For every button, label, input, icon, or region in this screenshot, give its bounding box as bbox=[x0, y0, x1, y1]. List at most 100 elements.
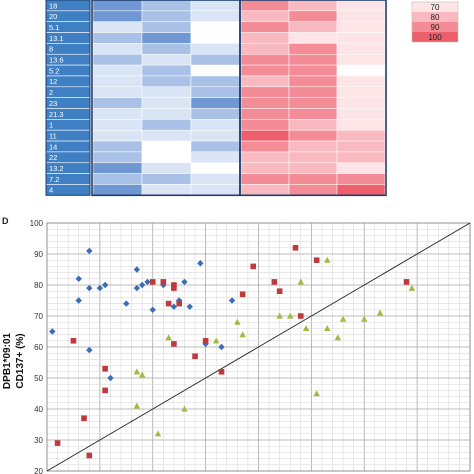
diamond-point bbox=[133, 284, 141, 292]
diamond-point bbox=[123, 300, 130, 307]
y-tick-label: 80 bbox=[34, 281, 43, 290]
heatmap-panel: 18 20 5.1 13.1 8 13.65.2 12 2 23 21.3 111 14 22 13.2 7… bbox=[45, 0, 459, 197]
heatmap-cell bbox=[141, 108, 192, 120]
heatmap-cell bbox=[190, 86, 242, 98]
row-label: 12 bbox=[49, 77, 57, 86]
heatmap-cell bbox=[141, 162, 192, 174]
triangle-point bbox=[239, 331, 246, 338]
heatmap-cell bbox=[240, 86, 290, 98]
heatmap-cell bbox=[336, 21, 386, 33]
triangle-point bbox=[133, 368, 141, 375]
square-point bbox=[70, 338, 77, 344]
heatmap-cell bbox=[288, 162, 338, 174]
reference-line bbox=[46, 222, 471, 472]
square-point bbox=[171, 341, 177, 347]
row-label: 18 bbox=[49, 1, 57, 10]
heatmap-cell bbox=[288, 0, 338, 12]
y-axis-title: DPB1*09:01 CD137+ (%) bbox=[2, 332, 26, 389]
square-point bbox=[102, 365, 108, 372]
heatmap-cells bbox=[91, 0, 387, 197]
heatmap-cell bbox=[141, 10, 192, 22]
heatmap-cell bbox=[141, 21, 192, 33]
heatmap-cell bbox=[141, 75, 192, 88]
heatmap-cell bbox=[288, 10, 338, 22]
row-label: 1 bbox=[49, 121, 53, 130]
heatmap-cell bbox=[92, 119, 143, 131]
heatmap-cell bbox=[288, 108, 338, 120]
legend-swatch bbox=[412, 2, 458, 12]
diamond-point bbox=[186, 303, 193, 310]
row-label: 21.3 bbox=[49, 110, 64, 119]
label-column-border bbox=[45, 0, 91, 196]
row-label: 22 bbox=[49, 153, 57, 162]
heatmap-cell bbox=[190, 162, 242, 174]
scatter-grid bbox=[46, 222, 471, 472]
diamond-point bbox=[181, 278, 188, 286]
heatmap-cell bbox=[141, 43, 192, 55]
square-point bbox=[192, 353, 198, 360]
diamond-point bbox=[197, 260, 204, 267]
heatmap-cell bbox=[190, 21, 242, 33]
heatmap-cell bbox=[288, 75, 338, 88]
heatmap-cell bbox=[92, 21, 143, 33]
heatmap-cell bbox=[141, 140, 192, 153]
heatmap-cell bbox=[336, 0, 386, 12]
heatmap-cell bbox=[240, 43, 290, 55]
heatmap-cell bbox=[336, 162, 386, 174]
legend-value: 80 bbox=[431, 13, 440, 22]
heatmap-cell bbox=[190, 54, 242, 66]
row-label: 5.2 bbox=[49, 66, 59, 75]
heatmap-cell bbox=[92, 54, 143, 66]
triangle-point bbox=[165, 334, 172, 341]
heatmap-cell bbox=[288, 86, 338, 98]
heatmap-cell bbox=[336, 140, 386, 153]
heatmap-cell bbox=[240, 140, 290, 153]
row-label: 13.6 bbox=[49, 56, 64, 65]
heatmap-cell bbox=[190, 173, 242, 185]
triangle-point bbox=[133, 402, 141, 409]
heatmap-cell bbox=[336, 97, 386, 109]
row-label: 7.2 bbox=[49, 175, 59, 184]
triangle-point bbox=[154, 430, 162, 437]
heatmap-cell bbox=[92, 129, 143, 142]
diamond-point bbox=[107, 374, 114, 382]
heatmap-cell bbox=[288, 21, 338, 33]
square-point bbox=[171, 282, 177, 288]
diamond-point bbox=[138, 281, 146, 289]
diamond-point bbox=[49, 328, 56, 335]
heatmap-cell bbox=[190, 64, 242, 77]
square-point bbox=[271, 279, 278, 285]
square-point bbox=[54, 440, 61, 446]
diamond-point bbox=[75, 297, 82, 304]
heatmap-cell bbox=[92, 75, 143, 88]
heatmap-cell bbox=[288, 129, 338, 142]
heatmap-row-labels: 18 20 5.1 13.1 8 13.65.2 12 2 23 21.3 111 14 22 13.2 7… bbox=[45, 0, 91, 196]
triangle-point bbox=[276, 312, 283, 319]
heatmap-cell bbox=[141, 173, 192, 185]
square-point bbox=[403, 279, 410, 285]
heatmap-cell bbox=[240, 108, 290, 120]
square-point bbox=[176, 300, 182, 307]
heatmap-cell bbox=[141, 151, 192, 163]
row-label: 4 bbox=[49, 186, 53, 195]
heatmap-cell bbox=[240, 54, 290, 66]
square-point bbox=[171, 285, 177, 291]
scatter-points bbox=[49, 245, 416, 459]
heatmap-cell bbox=[336, 86, 386, 98]
heatmap-cell bbox=[92, 184, 143, 196]
triangle-point bbox=[297, 278, 304, 285]
heatmap-cell bbox=[190, 129, 242, 142]
triangle-point bbox=[138, 371, 146, 378]
heatmap-cell bbox=[336, 10, 386, 22]
heatmap-cell bbox=[336, 75, 386, 88]
square-point bbox=[102, 387, 108, 394]
y-axis-ticks: 20 30 40 50 60 70 80 90 100 bbox=[30, 219, 44, 474]
heatmap-cell bbox=[190, 32, 242, 44]
heatmap-cell bbox=[240, 173, 290, 185]
heatmap-cell bbox=[92, 162, 143, 174]
heatmap-cell bbox=[240, 151, 290, 163]
heatmap-cell bbox=[288, 184, 338, 196]
heatmap-cell bbox=[92, 140, 143, 153]
heatmap-cell bbox=[92, 0, 143, 12]
triangle-point bbox=[334, 334, 342, 341]
